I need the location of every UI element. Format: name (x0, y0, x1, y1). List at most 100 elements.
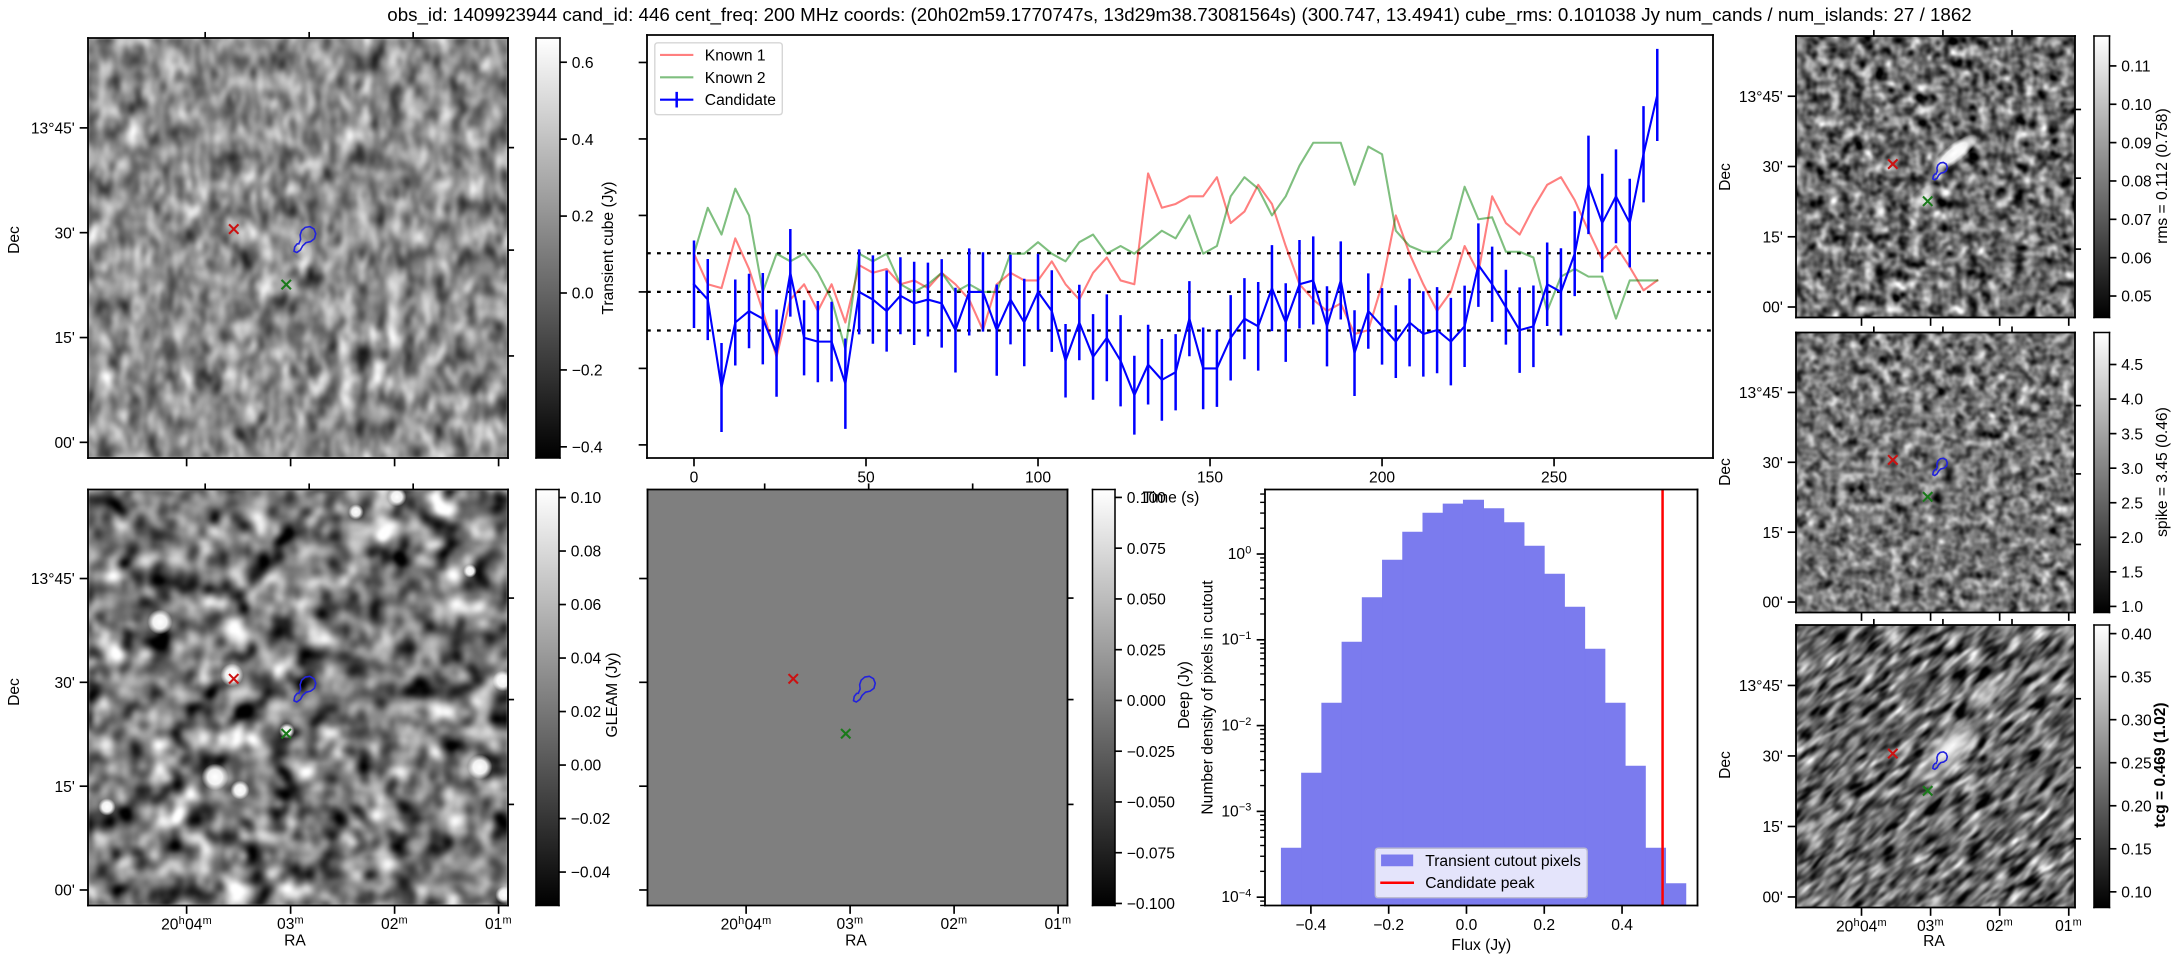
svg-text:0.10: 0.10 (2121, 884, 2152, 901)
svg-text:Deep (Jy): Deep (Jy) (1176, 661, 1193, 729)
svg-text:Flux (Jy): Flux (Jy) (1451, 937, 1511, 954)
svg-text:0.30: 0.30 (2121, 712, 2152, 729)
svg-text:RA: RA (1923, 933, 1945, 950)
svg-text:spike = 3.45 (0.46): spike = 3.45 (0.46) (2154, 407, 2171, 537)
svg-text:−0.025: −0.025 (1127, 744, 1175, 761)
svg-text:4.0: 4.0 (2121, 392, 2143, 409)
svg-text:0 2 m: 0 2 m (1986, 911, 2013, 936)
svg-text:Dec: Dec (6, 678, 23, 706)
svg-text:50: 50 (857, 470, 875, 487)
svg-text:30': 30' (1762, 159, 1782, 176)
svg-text:2 0 0: 2 0 0 4 h m (1836, 906, 1887, 937)
svg-text:Dec: Dec (1717, 458, 1734, 486)
svg-text:0 2 m: 0 2 m (941, 909, 968, 934)
svg-text:Dec: Dec (1717, 163, 1734, 191)
svg-text:0 1 m: 0 1 m (2055, 911, 2082, 936)
svg-text:Number density of pixels in cu: Number density of pixels in cutout (1200, 580, 1217, 815)
svg-text:30': 30' (1762, 749, 1782, 766)
svg-text:13°45': 13°45' (1739, 678, 1783, 695)
svg-text:2 0 0: 2 0 0 4 h m (721, 904, 772, 935)
svg-text:0.15: 0.15 (2121, 841, 2152, 858)
svg-text:Known 2: Known 2 (705, 70, 766, 87)
svg-text:1.5: 1.5 (2121, 565, 2143, 582)
svg-text:13°45': 13°45' (1739, 385, 1783, 402)
svg-text:30': 30' (54, 675, 74, 692)
svg-text:00': 00' (54, 883, 74, 900)
svg-text:0.25: 0.25 (2121, 755, 2152, 772)
svg-text:200: 200 (1369, 470, 1395, 487)
svg-text:1 0 −: 1 0 − 1 (1221, 619, 1251, 650)
svg-text:3.0: 3.0 (2121, 461, 2143, 478)
svg-text:−0.100: −0.100 (1127, 896, 1175, 913)
svg-text:0.100: 0.100 (1127, 490, 1166, 507)
svg-text:−0.02: −0.02 (571, 811, 611, 828)
svg-text:00': 00' (1762, 890, 1782, 907)
svg-text:15': 15' (54, 779, 74, 796)
svg-text:Candidate peak: Candidate peak (1425, 875, 1535, 892)
svg-text:15': 15' (1762, 525, 1782, 542)
svg-text:1 0 −: 1 0 − 2 (1221, 705, 1251, 736)
svg-text:13°45': 13°45' (31, 121, 75, 138)
svg-text:RA: RA (845, 933, 867, 950)
svg-text:GLEAM (Jy): GLEAM (Jy) (604, 653, 621, 738)
svg-text:0.02: 0.02 (571, 704, 601, 721)
svg-text:1 0 −: 1 0 − 3 (1221, 791, 1251, 822)
svg-text:13°45': 13°45' (1739, 89, 1783, 106)
svg-text:0.050: 0.050 (1127, 592, 1166, 609)
svg-text:tcg = 0.469 (1.02): tcg = 0.469 (1.02) (2152, 702, 2169, 827)
svg-text:Time (s): Time (s) (1143, 489, 1200, 506)
svg-text:0.2: 0.2 (572, 209, 594, 226)
svg-text:2.0: 2.0 (2121, 530, 2143, 547)
svg-text:1 0 0: 1 0 0 (1228, 539, 1252, 564)
svg-text:0 3 m: 0 3 m (837, 909, 864, 934)
svg-text:0.20: 0.20 (2121, 798, 2152, 815)
svg-text:0.000: 0.000 (1127, 693, 1166, 710)
svg-text:1 0 −: 1 0 − 4 (1221, 876, 1251, 907)
svg-text:0.09: 0.09 (2121, 135, 2151, 152)
svg-text:0.08: 0.08 (2121, 174, 2151, 191)
svg-text:0.6: 0.6 (572, 55, 594, 72)
svg-text:0.40: 0.40 (2121, 626, 2152, 643)
svg-text:0.075: 0.075 (1127, 541, 1166, 558)
svg-text:1.0: 1.0 (2121, 599, 2143, 616)
svg-text:0 1 m: 0 1 m (485, 909, 512, 934)
svg-text:15': 15' (1762, 229, 1782, 246)
svg-text:15': 15' (1762, 819, 1782, 836)
svg-text:100: 100 (1025, 470, 1051, 487)
svg-text:15': 15' (54, 330, 74, 347)
svg-text:0: 0 (690, 470, 699, 487)
svg-text:−0.050: −0.050 (1127, 795, 1175, 812)
svg-text:−0.4: −0.4 (1295, 917, 1326, 934)
svg-text:30': 30' (1762, 455, 1782, 472)
svg-text:0.08: 0.08 (571, 544, 601, 561)
svg-text:RA: RA (284, 933, 306, 950)
svg-text:3.5: 3.5 (2121, 426, 2143, 443)
svg-text:−0.075: −0.075 (1127, 845, 1175, 862)
svg-text:0.06: 0.06 (571, 597, 601, 614)
svg-text:0.05: 0.05 (2121, 289, 2152, 306)
svg-text:Candidate: Candidate (705, 92, 776, 109)
svg-text:00': 00' (1762, 595, 1782, 612)
svg-text:30': 30' (54, 225, 74, 242)
svg-text:00': 00' (54, 435, 74, 452)
svg-text:250: 250 (1541, 470, 1567, 487)
svg-text:0.2: 0.2 (1533, 917, 1555, 934)
svg-text:0 3 m: 0 3 m (1917, 911, 1944, 936)
svg-text:2 0 0: 2 0 0 4 h m (161, 904, 212, 935)
svg-text:0.00: 0.00 (571, 758, 602, 775)
svg-text:Dec: Dec (6, 226, 23, 254)
svg-text:0.4: 0.4 (572, 132, 594, 149)
svg-text:13°45': 13°45' (31, 571, 75, 588)
svg-text:0.025: 0.025 (1127, 642, 1166, 659)
svg-text:0.10: 0.10 (2121, 97, 2152, 114)
svg-text:−0.2: −0.2 (572, 363, 603, 380)
svg-text:0.35: 0.35 (2121, 669, 2152, 686)
svg-text:Transient cube (Jy): Transient cube (Jy) (600, 182, 617, 315)
svg-text:−0.2: −0.2 (1373, 917, 1404, 934)
svg-text:4.5: 4.5 (2121, 357, 2143, 374)
svg-text:rms = 0.112 (0.758): rms = 0.112 (0.758) (2154, 108, 2171, 244)
svg-text:Transient cutout pixels: Transient cutout pixels (1425, 853, 1581, 870)
svg-text:0.10: 0.10 (571, 490, 602, 507)
svg-text:Known 1: Known 1 (705, 47, 766, 64)
svg-text:0.4: 0.4 (1611, 917, 1633, 934)
